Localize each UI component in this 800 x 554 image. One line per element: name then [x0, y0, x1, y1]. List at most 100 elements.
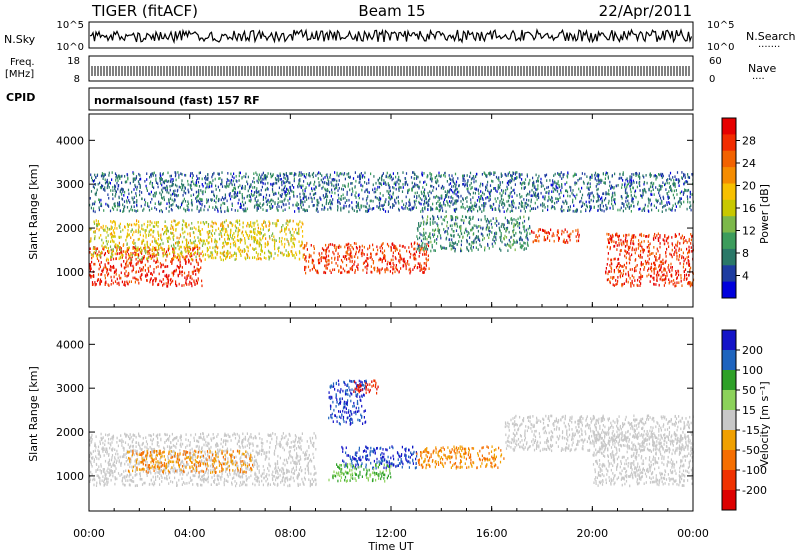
- colorbar-swatch: [722, 167, 736, 184]
- power-echo-region: [89, 219, 304, 262]
- power-heatmap: [89, 171, 695, 288]
- noise-right-legend: ·······: [758, 42, 780, 53]
- colorbar-swatch: [722, 150, 736, 168]
- freq-tick-right-top: 60: [709, 56, 722, 67]
- colorbar-swatch: [722, 370, 736, 391]
- velocity-y-axis: 1000 2000 3000 4000: [56, 338, 693, 483]
- cpid-text: normalsound (fast) 157 RF: [94, 94, 260, 107]
- vel-echo-region: [89, 432, 317, 488]
- colorbar-swatch: [722, 248, 736, 266]
- colorbar-tick-label: 16: [742, 202, 756, 215]
- noise-tick-right-top: 10^5: [707, 20, 734, 31]
- vel-echo-region: [127, 449, 254, 474]
- colorbar-swatch: [722, 410, 736, 431]
- frequency-panel: Freq. [MHz] 18 8 60 0 Nave ····: [5, 55, 776, 85]
- colorbar-swatch: [722, 134, 736, 152]
- colorbar-swatch: [722, 330, 736, 351]
- power-colorbar-label: Power [dB]: [758, 184, 771, 244]
- colorbar-swatch: [722, 350, 736, 371]
- colorbar-tick-label: 12: [742, 225, 756, 238]
- cpid-panel: CPID normalsound (fast) 157 RF: [6, 87, 694, 111]
- colorbar-swatch: [722, 390, 736, 411]
- vel-echo-region: [504, 414, 694, 453]
- colorbar-swatch: [722, 470, 736, 491]
- cpid-left-label: CPID: [6, 91, 35, 104]
- colorbar-tick-label: 4: [742, 270, 749, 283]
- vel-echo-region: [353, 379, 379, 395]
- velocity-ylabel: Slant Range [km]: [27, 366, 40, 462]
- noise-right-label: N.Search: [746, 30, 796, 43]
- freq-tick-left-top: 18: [67, 56, 80, 67]
- vel-echo-region: [328, 462, 392, 483]
- colorbar-swatch: [722, 490, 736, 511]
- y-tick-label: 2000: [56, 222, 84, 235]
- y-tick-label: 1000: [56, 266, 84, 279]
- power-echo-region: [531, 228, 580, 244]
- nave-right-label: Nave: [748, 62, 776, 75]
- noise-panel: N.Sky 10^5 10^0 10^5 10^0 N.Search ·····…: [4, 20, 796, 53]
- colorbar-tick-label: 28: [742, 135, 756, 148]
- colorbar-swatch: [722, 216, 736, 234]
- power-y-axis: 1000 2000 3000 4000: [56, 134, 693, 279]
- colorbar-tick-label: 20: [742, 180, 756, 193]
- colorbar-tick-label: -200: [742, 484, 767, 497]
- noise-trace: [89, 28, 693, 45]
- colorbar-swatch: [722, 450, 736, 471]
- y-tick-label: 4000: [56, 338, 84, 351]
- colorbar-tick-label: -50: [742, 444, 760, 457]
- frequency-trace: [91, 66, 690, 76]
- noise-tick-left-top: 10^5: [57, 20, 84, 31]
- colorbar-tick-label: 200: [742, 344, 763, 357]
- x-tick-label: 08:00: [274, 527, 306, 540]
- vel-echo-region: [416, 445, 505, 470]
- x-tick-label: 00:00: [73, 527, 105, 540]
- colorbar-tick-label: -15: [742, 424, 760, 437]
- colorbar-tick-label: 24: [742, 157, 756, 170]
- x-axis-label: Time UT: [367, 540, 413, 553]
- freq-left-unit: [MHz]: [5, 69, 34, 80]
- noise-tick-right-bottom: 10^0: [707, 42, 734, 53]
- power-colorbar: 28 24 20 16 12 8 4: [721, 117, 756, 299]
- colorbar-tick-label: 100: [742, 364, 763, 377]
- colorbar-tick-label: -100: [742, 464, 767, 477]
- colorbar-swatch: [722, 281, 736, 299]
- noise-left-label: N.Sky: [4, 33, 36, 46]
- y-tick-label: 4000: [56, 134, 84, 147]
- x-tick-label: 16:00: [476, 527, 508, 540]
- power-ylabel: Slant Range [km]: [27, 164, 40, 260]
- time-axis: 00:00 04:00 08:00 12:00 16:00 20:00 00:00: [73, 114, 709, 540]
- colorbar-swatch: [722, 430, 736, 451]
- vel-echo-region: [592, 432, 694, 488]
- power-panel: 1000 2000 3000 4000 Slant Range [km]: [27, 113, 695, 308]
- power-echo-region: [303, 241, 430, 275]
- colorbar-swatch: [722, 183, 736, 201]
- beam-title: Beam 15: [358, 2, 425, 20]
- colorbar-swatch: [722, 265, 736, 283]
- y-tick-label: 2000: [56, 426, 84, 439]
- x-tick-label: 04:00: [174, 527, 206, 540]
- freq-tick-right-bottom: 0: [709, 74, 715, 85]
- nave-right-legend: ····: [752, 74, 765, 85]
- y-tick-label: 3000: [56, 178, 84, 191]
- velocity-colorbar: 200 100 50 15 -15 -50 -100 -200: [721, 329, 767, 511]
- date-title: 22/Apr/2011: [599, 2, 692, 20]
- x-tick-label: 12:00: [375, 527, 407, 540]
- freq-tick-left-bottom: 8: [74, 74, 80, 85]
- velocity-colorbar-label: Velocity [m s⁻¹]: [758, 381, 771, 466]
- colorbar-tick-label: 15: [742, 404, 756, 417]
- x-tick-label: 00:00: [677, 527, 709, 540]
- velocity-heatmap: [89, 379, 694, 488]
- colorbar-tick-label: 50: [742, 384, 756, 397]
- x-tick-label: 20:00: [576, 527, 608, 540]
- y-tick-label: 1000: [56, 470, 84, 483]
- power-echo-region: [89, 171, 694, 214]
- y-tick-label: 3000: [56, 382, 84, 395]
- noise-tick-left-bottom: 10^0: [57, 42, 84, 53]
- power-echo-region: [416, 214, 531, 253]
- colorbar-swatch: [722, 232, 736, 250]
- power-echo-region: [605, 232, 695, 288]
- vel-echo-region: [341, 445, 418, 470]
- radar-title: TIGER (fitACF): [91, 2, 198, 20]
- colorbar-swatch: [722, 118, 736, 135]
